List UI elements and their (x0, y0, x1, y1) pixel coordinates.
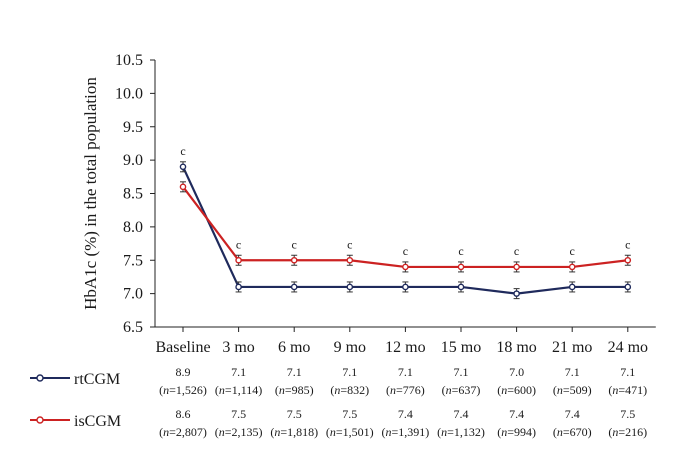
table-value: 7.4 (509, 407, 524, 421)
data-point-isCGM (624, 256, 632, 264)
table-value: 7.4 (398, 407, 413, 421)
table-value: 7.1 (620, 365, 635, 379)
significance-label: c (570, 244, 575, 258)
y-tick-label: 10.0 (115, 85, 143, 102)
data-point-isCGM (513, 263, 520, 271)
table-n-count: (n=1,114) (215, 383, 262, 397)
table-n-count: (n=1,132) (437, 425, 485, 439)
significance-label: c (458, 244, 463, 258)
significance-label: c (180, 144, 185, 158)
table-value: 8.6 (176, 407, 191, 421)
legend-marker-isCGM (36, 416, 44, 424)
table-n-count: (n=1,818) (270, 425, 318, 439)
series-line-rtCGM (182, 166, 628, 295)
table-n-count: (n=509) (553, 383, 592, 397)
table-n-count: (n=1,391) (382, 425, 430, 439)
table-value: 7.5 (231, 407, 246, 421)
x-category-label: 12 mo (385, 339, 425, 356)
significance-label: c (347, 237, 352, 251)
table-n-count: (n=600) (497, 383, 536, 397)
data-point-isCGM (235, 256, 242, 264)
data-point-isCGM (568, 263, 576, 271)
y-tick-label: 10.5 (115, 52, 143, 69)
table-n-count: (n=637) (442, 383, 481, 397)
y-tick-label: 8.5 (123, 186, 143, 203)
table-n-count: (n=670) (553, 425, 592, 439)
x-category-label: 15 mo (441, 339, 481, 356)
data-point-rtCGM (513, 290, 520, 297)
table-value: 7.1 (398, 365, 413, 379)
legend-label-isCGM: isCGM (74, 413, 121, 430)
data-point-rtCGM (457, 283, 465, 291)
table-value: 7.4 (454, 407, 469, 421)
x-category-label: 9 mo (334, 339, 366, 356)
data-point-rtCGM (402, 283, 409, 291)
y-tick-label: 7.5 (123, 252, 143, 269)
data-point-isCGM (402, 263, 409, 271)
data-point-rtCGM (624, 283, 632, 291)
significance-label: c (514, 244, 519, 258)
y-tick-label: 8.0 (123, 219, 143, 236)
data-point-isCGM (179, 183, 187, 191)
x-category-label: 6 mo (278, 339, 310, 356)
significance-label: c (236, 237, 241, 251)
significance-label: c (625, 237, 630, 251)
x-category-label: 21 mo (552, 339, 592, 356)
y-tick-label: 9.5 (123, 119, 143, 136)
table-n-count: (n=994) (497, 425, 536, 439)
x-category-label: 24 mo (608, 339, 648, 356)
table-value: 7.4 (565, 407, 580, 421)
data-point-rtCGM (568, 283, 576, 291)
table-n-count: (n=832) (330, 383, 369, 397)
table-n-count: (n=776) (386, 383, 425, 397)
data-point-isCGM (457, 263, 465, 271)
legend-label-rtCGM: rtCGM (74, 371, 120, 388)
data-point-isCGM (290, 256, 298, 264)
data-point-rtCGM (290, 283, 298, 291)
data-point-rtCGM (179, 163, 187, 171)
x-category-label: 18 mo (496, 339, 536, 356)
significance-label: c (403, 244, 408, 258)
x-category-label: Baseline (155, 339, 210, 356)
data-point-rtCGM (346, 283, 354, 291)
data-point-rtCGM (235, 283, 242, 291)
table-value: 7.1 (454, 365, 469, 379)
table-n-count: (n=471) (608, 383, 647, 397)
table-n-count: (n=1,526) (159, 383, 207, 397)
y-tick-label: 7.0 (123, 286, 143, 303)
y-axis-label: HbA1c (%) in the total population (81, 77, 100, 310)
legend-marker-rtCGM (36, 374, 44, 382)
data-point-isCGM (346, 256, 354, 264)
table-value: 7.1 (231, 365, 246, 379)
table-n-count: (n=216) (608, 425, 647, 439)
significance-label: c (292, 237, 297, 251)
table-n-count: (n=2,807) (159, 425, 207, 439)
y-tick-label: 6.5 (123, 319, 143, 336)
table-value: 7.5 (287, 407, 302, 421)
y-tick-label: 9.0 (123, 152, 143, 169)
table-n-count: (n=985) (275, 383, 314, 397)
x-category-label: 3 mo (222, 339, 254, 356)
table-value: 7.5 (620, 407, 635, 421)
table-value: 8.9 (176, 365, 191, 379)
table-value: 7.0 (509, 365, 524, 379)
table-value: 7.1 (342, 365, 357, 379)
table-value: 7.1 (287, 365, 302, 379)
table-value: 7.1 (565, 365, 580, 379)
table-value: 7.5 (342, 407, 357, 421)
table-n-count: (n=1,501) (326, 425, 374, 439)
table-n-count: (n=2,135) (215, 425, 263, 439)
